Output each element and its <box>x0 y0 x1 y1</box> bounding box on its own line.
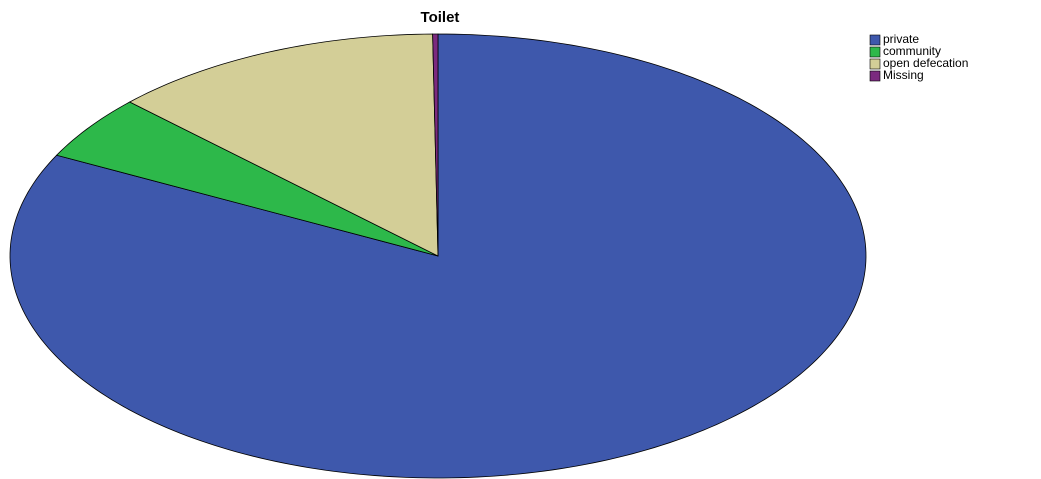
pie-slice <box>128 33 439 257</box>
legend-label: Missing <box>883 68 924 82</box>
legend-swatch <box>869 46 881 58</box>
legend-swatch <box>869 70 881 82</box>
pie-slice <box>432 33 439 257</box>
chart-title: Toilet <box>421 9 460 26</box>
legend-label: open defecation <box>883 56 968 70</box>
pie-slice <box>55 101 439 257</box>
legend-label: private <box>883 32 919 46</box>
legend-swatch <box>869 58 881 70</box>
legend-label: community <box>883 44 941 58</box>
legend-swatch <box>869 34 881 46</box>
